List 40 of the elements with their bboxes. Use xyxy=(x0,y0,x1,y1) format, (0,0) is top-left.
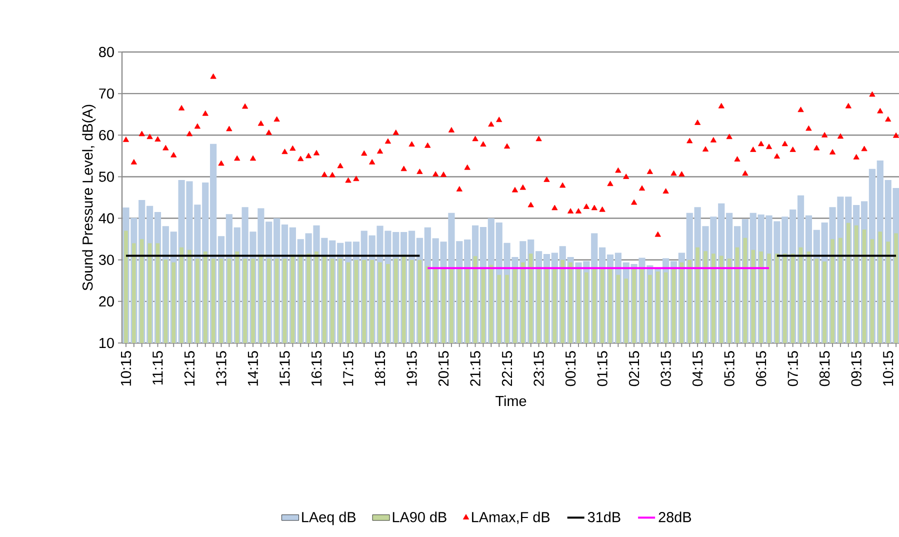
legend-label: LAeq dB xyxy=(302,512,356,526)
y-axis-title: Sound Pressure Level, dB(A) xyxy=(82,104,96,290)
x-tick-label: 10:15 xyxy=(120,351,132,386)
x-axis-title: Time xyxy=(496,396,526,406)
y-tick-label: 30 xyxy=(98,254,114,265)
x-tick-label: 16:15 xyxy=(311,351,322,386)
y-tick-label: 50 xyxy=(98,172,114,182)
x-tick-label: 02:15 xyxy=(628,351,640,386)
x-tick-label: 10:15 xyxy=(882,351,894,386)
x-tick-label: 19:15 xyxy=(406,351,417,386)
x-tick-label: 09:15 xyxy=(851,351,862,386)
x-tick-label: 03:15 xyxy=(660,351,671,386)
legend-label: LAmax,F dB xyxy=(472,512,550,524)
x-tick-label: 01:15 xyxy=(597,351,608,386)
x-tick-label: 06:15 xyxy=(756,351,766,386)
x-tick-label: 13:15 xyxy=(216,351,226,386)
y-tick-label: 10 xyxy=(100,338,114,348)
x-tick-label: 11:15 xyxy=(152,351,163,385)
y-tick-label: 40 xyxy=(98,213,114,224)
legend-label: 28dB xyxy=(658,512,692,522)
x-tick-label: 04:15 xyxy=(692,351,703,386)
x-tick-label: 21:15 xyxy=(470,351,480,386)
x-tick-label: 22:15 xyxy=(502,351,512,386)
x-tick-label: 20:15 xyxy=(438,351,449,386)
x-tick-label: 12:15 xyxy=(184,351,195,386)
x-tick-label: 23:15 xyxy=(534,351,544,386)
legend-label: 31dB xyxy=(588,512,620,522)
x-tick-label: 15:15 xyxy=(280,351,290,386)
x-tick-label: 00:15 xyxy=(565,351,576,386)
x-tick-label: 14:15 xyxy=(248,351,258,386)
x-tick-label: 18:15 xyxy=(374,351,386,386)
legend-label: LA90 dB xyxy=(392,512,446,522)
x-tick-label: 17:15 xyxy=(343,351,354,386)
y-tick-label: 70 xyxy=(99,88,114,99)
y-tick-label: 80 xyxy=(99,46,114,58)
x-tick-label: 07:15 xyxy=(788,351,798,386)
x-tick-label: 05:15 xyxy=(724,351,734,386)
y-tick-label: 60 xyxy=(99,130,114,140)
x-tick-label: 08:15 xyxy=(819,351,830,386)
y-tick-label: 20 xyxy=(99,296,114,307)
